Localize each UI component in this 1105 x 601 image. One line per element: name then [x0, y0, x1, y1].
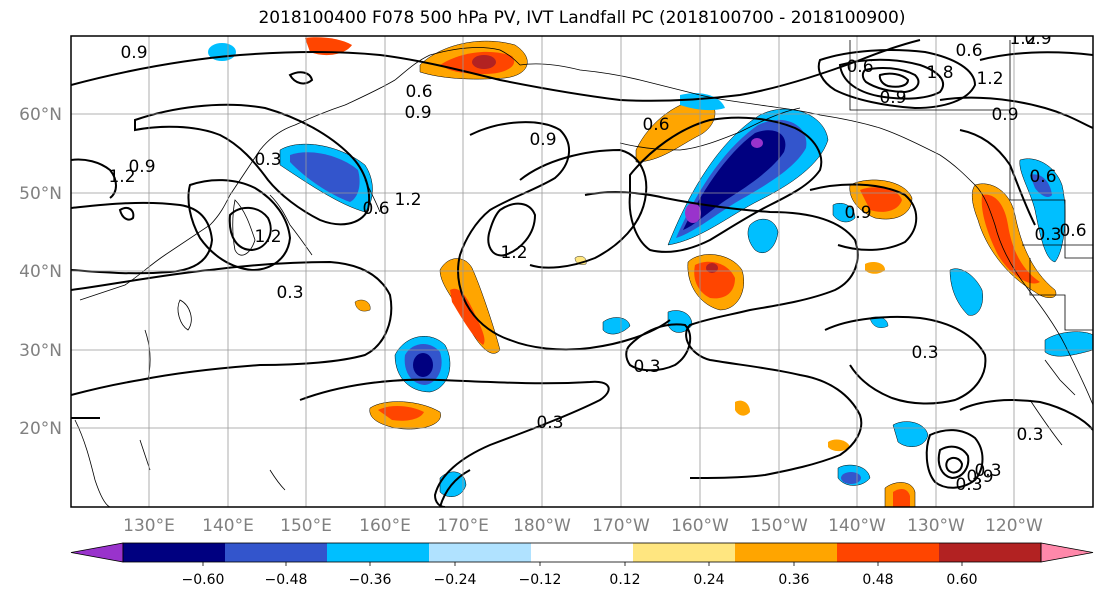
contour-label: 1.2 [976, 69, 1003, 89]
colorbar [70, 542, 1094, 563]
colorbar-extend-low [70, 542, 124, 563]
contour-label: 1.2 [1009, 29, 1036, 49]
contour-label: 0.6 [1059, 221, 1086, 241]
contour-label: 1.2 [394, 190, 421, 210]
colorbar-frame [122, 542, 1042, 563]
lon-label: 120°W [985, 516, 1043, 536]
colorbar-tick-label: 0.60 [946, 572, 977, 588]
map-frame [70, 35, 1094, 508]
lat-label: 30°N [19, 341, 62, 361]
colorbar-tick-label: −0.48 [265, 572, 308, 588]
contour-label: 1.8 [926, 63, 953, 83]
lon-label: 150°W [750, 516, 808, 536]
contour-label: 0.9 [991, 105, 1018, 125]
lon-label: 160°W [671, 516, 729, 536]
colorbar-segment [429, 543, 532, 562]
contour-label: 0.9 [879, 88, 906, 108]
pv-contours [71, 39, 1093, 507]
colorbar-segment [735, 543, 838, 562]
lon-label: 140°W [828, 516, 886, 536]
longitude-labels: 130°E 140°E 150°E 160°E 170°E 180°W 170°W 160°W… [123, 516, 1043, 536]
lat-label: 40°N [19, 262, 62, 282]
contour-label: 0.3 [254, 150, 281, 170]
latitude-labels: 60°N 50°N 40°N 30°N 20°N [19, 105, 62, 439]
contour-label: 0.9 [844, 203, 871, 223]
contour-label: 0.3 [955, 475, 982, 495]
lat-label: 50°N [19, 184, 62, 204]
lon-label: 160°E [359, 516, 411, 536]
contour-label: 1.2 [254, 227, 281, 247]
colorbar-tick-label: 0.12 [609, 572, 640, 588]
contour-label: 1.2 [500, 243, 527, 263]
colorbar-segment [327, 543, 430, 562]
lon-label: 150°E [280, 516, 332, 536]
contour-label: 0.3 [911, 343, 938, 363]
contour-labels: 0.90.90.30.91.21.20.61.20.31.20.90.60.90… [108, 29, 1086, 495]
border-lines [849, 40, 1093, 396]
lon-label: 130°E [123, 516, 175, 536]
colorbar-tick-label: 0.36 [778, 572, 809, 588]
colorbar-tick-label: −0.60 [182, 572, 225, 588]
colorbar-tick-labels: −0.60 −0.48 −0.36 −0.24 −0.12 0.12 0.24 0.36 0.4… [182, 562, 978, 588]
contour-label: 0.6 [1029, 167, 1056, 187]
lon-label: 180°W [513, 516, 571, 536]
contour-label: 0.9 [120, 43, 147, 63]
contour-label: 0.6 [362, 199, 389, 219]
graticule [71, 36, 1093, 507]
contour-label: 0.3 [536, 413, 563, 433]
lon-label: 170°W [592, 516, 650, 536]
lon-label: 130°W [907, 516, 965, 536]
colorbar-tick-label: 0.24 [693, 572, 724, 588]
contour-label: 1.2 [108, 167, 135, 187]
contour-label: 0.6 [642, 115, 669, 135]
contour-label: 0.3 [1016, 425, 1043, 445]
colorbar-tick-label: −0.12 [519, 572, 562, 588]
colorbar-tick-label: −0.24 [434, 572, 477, 588]
colorbar-segment [939, 543, 1042, 562]
colorbar-segment [225, 543, 328, 562]
contour-label: 0.9 [128, 157, 155, 177]
contour-label: 0.9 [404, 103, 431, 123]
colorbar-tick-label: −0.36 [349, 572, 392, 588]
contour-label: 0.9 [966, 467, 993, 487]
contour-label: 0.6 [955, 41, 982, 61]
contour-label: 0.9 [1024, 29, 1051, 49]
contour-label: 0.6 [846, 57, 873, 77]
colorbar-segment [633, 543, 736, 562]
contour-label: 0.3 [633, 357, 660, 377]
colorbar-extend-high [1040, 542, 1094, 563]
contour-label: 0.3 [276, 283, 303, 303]
contour-label: 0.3 [974, 461, 1001, 481]
lat-label: 60°N [19, 105, 62, 125]
colorbar-segment [123, 543, 226, 562]
colorbar-tick-label: 0.48 [862, 572, 893, 588]
lon-label: 170°E [437, 516, 489, 536]
map-title: 2018100400 F078 500 hPa PV, IVT Landfall… [258, 8, 906, 28]
contour-label: 0.9 [529, 130, 556, 150]
colorbar-segment [531, 543, 634, 562]
lat-label: 20°N [19, 419, 62, 439]
contour-label: 0.3 [1034, 225, 1061, 245]
contour-label: 0.6 [405, 82, 432, 102]
colorbar-segment [837, 543, 940, 562]
lon-label: 140°E [202, 516, 254, 536]
